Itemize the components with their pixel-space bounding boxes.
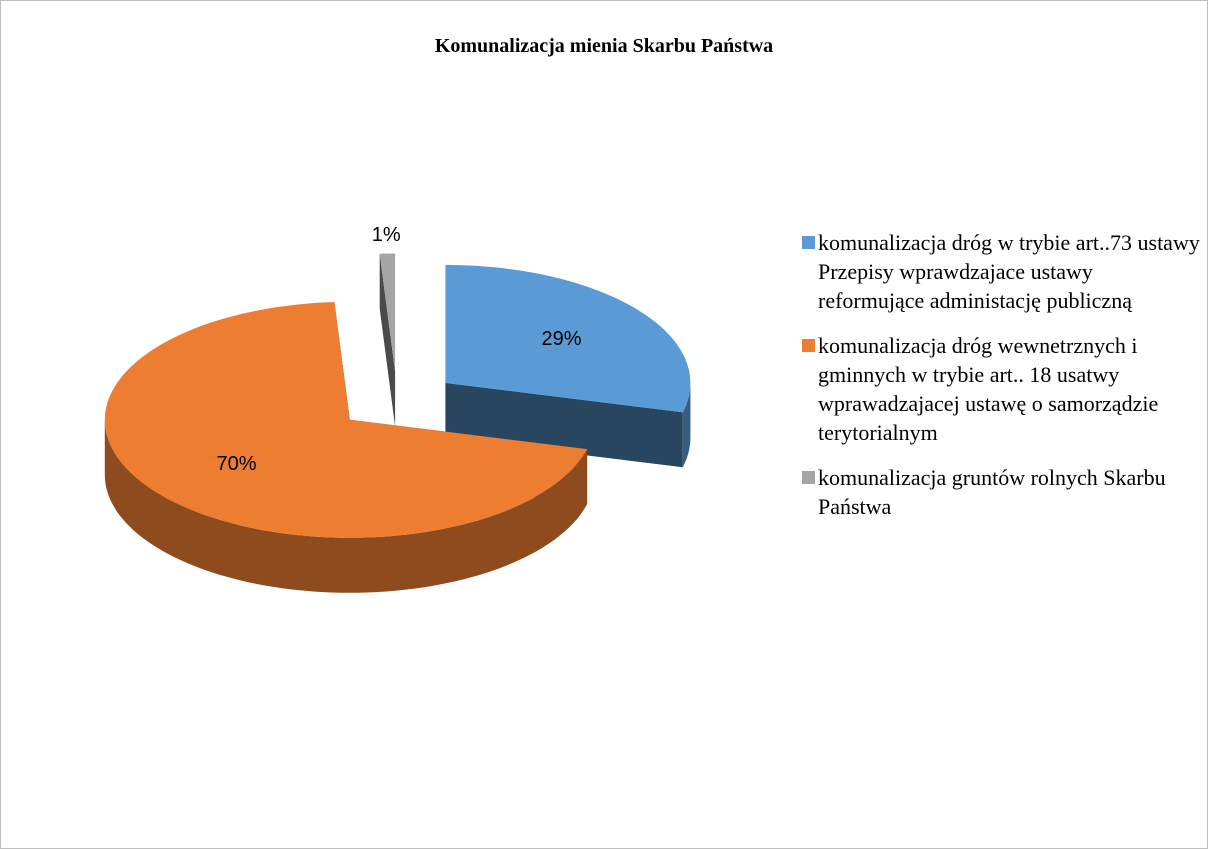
slice [104,302,588,538]
legend-item: komunalizacja dróg w trybie art..73 usta… [802,228,1202,315]
chart-title: Komunalizacja mienia Skarbu Państwa [435,35,773,57]
value-label: 1% [372,224,401,246]
legend-swatch [802,471,815,484]
legend-label: komunalizacja dróg w trybie art..73 usta… [818,230,1200,313]
value-label: 70% [217,453,257,475]
slice [379,253,396,372]
legend-item: komunalizacja dróg wewnetrznych i gminny… [802,331,1202,447]
legend: komunalizacja dróg w trybie art..73 usta… [802,228,1202,537]
slice-wall [379,253,396,427]
slice [445,264,691,413]
slice-wall [445,382,683,468]
value-label: 29% [542,328,582,350]
legend-label: komunalizacja dróg wewnetrznych i gminny… [818,333,1159,445]
slice-side [104,419,588,593]
legend-swatch [802,236,815,249]
legend-item: komunalizacja gruntów rolnych Skarbu Pań… [802,463,1202,521]
legend-swatch [802,339,815,352]
legend-label: komunalizacja gruntów rolnych Skarbu Pań… [818,465,1166,519]
slice-side [682,382,691,468]
slice-tops [104,253,691,538]
